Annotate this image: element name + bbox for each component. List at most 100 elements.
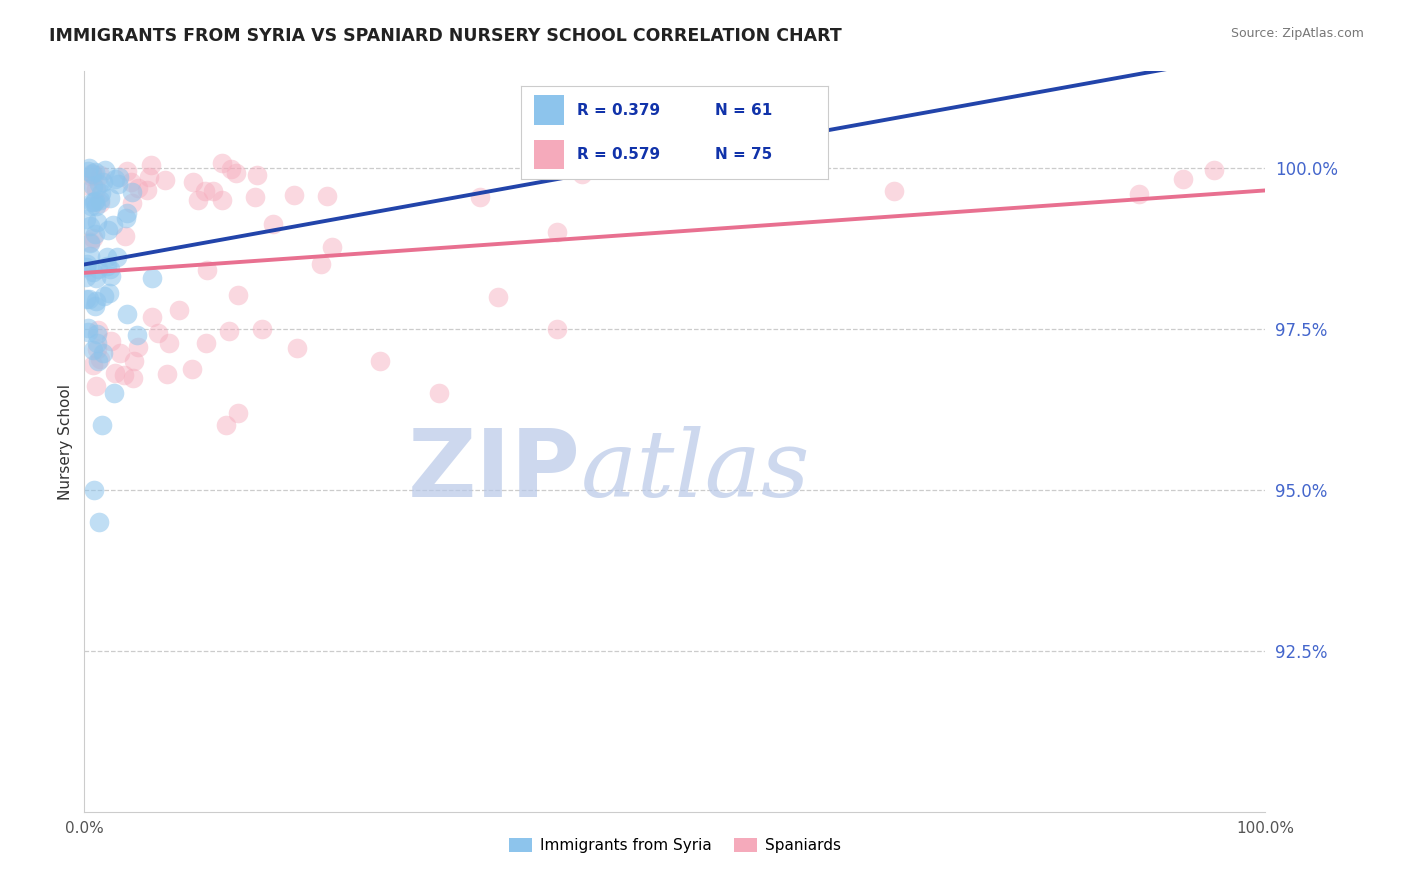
Point bbox=[89, 195, 111, 210]
Point bbox=[82, 231, 104, 245]
Point bbox=[84, 165, 107, 179]
Point bbox=[194, 184, 217, 198]
Point bbox=[79, 219, 101, 234]
Point bbox=[75, 260, 97, 274]
Point bbox=[107, 177, 129, 191]
Point bbox=[211, 156, 233, 170]
Point bbox=[84, 378, 107, 392]
Point bbox=[75, 293, 97, 307]
Point bbox=[1171, 172, 1194, 186]
Point bbox=[82, 265, 104, 279]
Point bbox=[262, 218, 284, 232]
Point bbox=[107, 169, 129, 184]
Point bbox=[83, 195, 105, 210]
Point bbox=[98, 191, 121, 205]
Point bbox=[76, 257, 98, 271]
Point bbox=[219, 161, 242, 176]
Point bbox=[225, 166, 247, 180]
Point bbox=[86, 335, 108, 350]
Point bbox=[218, 324, 240, 338]
Point bbox=[80, 169, 103, 184]
Point bbox=[120, 176, 142, 190]
Point bbox=[246, 168, 269, 182]
Point bbox=[115, 211, 138, 225]
Point bbox=[91, 346, 114, 360]
Text: Source: ZipAtlas.com: Source: ZipAtlas.com bbox=[1230, 27, 1364, 40]
Point bbox=[470, 190, 492, 204]
Point bbox=[104, 172, 127, 186]
Point bbox=[201, 184, 224, 198]
Point bbox=[315, 189, 337, 203]
Point bbox=[138, 169, 160, 184]
Point bbox=[117, 164, 139, 178]
Point bbox=[546, 322, 568, 336]
Point bbox=[93, 289, 115, 303]
Point bbox=[82, 358, 104, 372]
Point bbox=[97, 222, 120, 236]
Point bbox=[97, 285, 120, 300]
Point bbox=[167, 302, 190, 317]
Point bbox=[83, 227, 105, 242]
Point bbox=[122, 371, 145, 385]
Point bbox=[226, 406, 249, 420]
Point bbox=[79, 235, 101, 250]
Point bbox=[89, 193, 111, 207]
Point bbox=[96, 250, 118, 264]
Point bbox=[100, 334, 122, 348]
Point bbox=[283, 187, 305, 202]
Point bbox=[103, 218, 125, 232]
Point bbox=[1128, 187, 1150, 202]
Point bbox=[368, 354, 391, 368]
Point bbox=[112, 368, 135, 382]
Point bbox=[156, 367, 179, 381]
Point bbox=[86, 323, 108, 337]
Point bbox=[84, 299, 107, 313]
Point bbox=[77, 161, 100, 176]
Point bbox=[77, 163, 100, 178]
Point bbox=[486, 290, 509, 304]
Point bbox=[83, 169, 105, 183]
Legend: Immigrants from Syria, Spaniards: Immigrants from Syria, Spaniards bbox=[503, 832, 846, 860]
Point bbox=[82, 179, 104, 194]
Point bbox=[135, 183, 157, 197]
Point bbox=[181, 361, 204, 376]
Point bbox=[91, 418, 114, 433]
Point bbox=[84, 182, 107, 196]
Point bbox=[309, 258, 332, 272]
Point bbox=[80, 199, 103, 213]
Point bbox=[127, 327, 149, 342]
Point bbox=[82, 343, 104, 358]
Point bbox=[121, 185, 143, 199]
Point bbox=[89, 169, 111, 183]
Point bbox=[98, 262, 121, 277]
Point bbox=[108, 345, 131, 359]
Point bbox=[250, 322, 273, 336]
Point bbox=[84, 294, 107, 309]
Point bbox=[100, 268, 122, 283]
Point bbox=[77, 325, 100, 339]
Point bbox=[91, 175, 114, 189]
Point bbox=[84, 199, 107, 213]
Point bbox=[87, 261, 110, 276]
Point bbox=[215, 418, 238, 433]
Point bbox=[86, 215, 108, 229]
Point bbox=[194, 335, 217, 350]
Point bbox=[141, 158, 163, 172]
Point bbox=[115, 307, 138, 321]
Point bbox=[122, 354, 145, 368]
Point bbox=[79, 249, 101, 263]
Point bbox=[79, 235, 101, 250]
Point bbox=[77, 321, 100, 335]
Point bbox=[141, 271, 163, 285]
Point bbox=[89, 177, 111, 191]
Point bbox=[211, 193, 233, 207]
Point bbox=[546, 225, 568, 239]
Point bbox=[114, 229, 136, 244]
Point bbox=[321, 240, 343, 254]
Point bbox=[87, 515, 110, 529]
Point bbox=[187, 193, 209, 207]
Point bbox=[83, 483, 105, 497]
Point bbox=[80, 167, 103, 181]
Point bbox=[157, 335, 180, 350]
Point bbox=[181, 175, 204, 189]
